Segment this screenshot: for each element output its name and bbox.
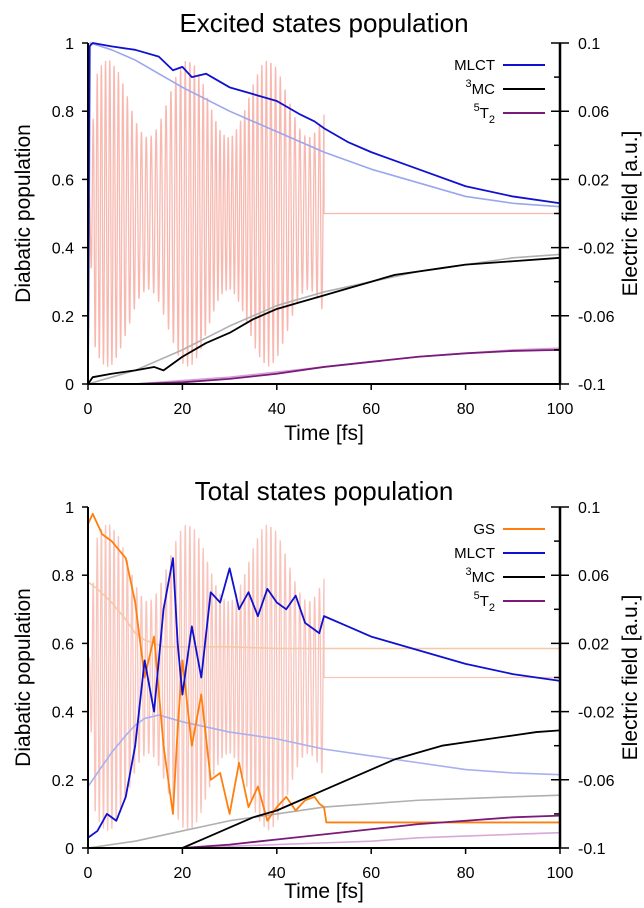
electric-field-line: [87, 60, 560, 367]
y2-tick-label: -0.02: [578, 705, 615, 722]
3mc-series-line: [88, 729, 561, 849]
y-tick-label: 0.2: [52, 773, 74, 790]
y-tick-label: 0: [65, 377, 74, 394]
x-tick-label: 100: [547, 401, 574, 418]
x-tick-label: 40: [268, 401, 286, 418]
x-tick-label: 100: [547, 865, 574, 882]
x-tick-label: 20: [174, 865, 192, 882]
y2-tick-label: 0.1: [578, 500, 600, 517]
y-axis-label: Diabatic population: [12, 588, 35, 767]
y-tick-label: 0: [65, 841, 74, 858]
y2-tick-label: -0.02: [578, 241, 615, 258]
y-tick-label: 0.4: [52, 705, 74, 722]
y2-tick-label: 0.06: [578, 568, 609, 585]
y2-tick-label: 0.06: [578, 104, 609, 121]
mlct-series-line: [87, 42, 561, 385]
mlct-series-line: [87, 557, 561, 839]
y-tick-label: 1: [65, 500, 74, 517]
x-tick-label: 40: [268, 865, 286, 882]
5t2-series-line: [88, 349, 561, 385]
y2-tick-label: -0.1: [578, 841, 606, 858]
chart-title: Excited states population: [179, 8, 468, 38]
y2-axis-label: Electric field [a.u.]: [619, 131, 642, 297]
gs-series-line: [87, 512, 560, 824]
3mc-series-line: [87, 256, 561, 385]
legend-label: MLCT: [454, 545, 495, 562]
y-tick-label: 0.4: [52, 241, 74, 258]
legend-label: MLCT: [454, 57, 495, 74]
x-tick-label: 60: [362, 401, 380, 418]
y-axis-label: Diabatic population: [12, 124, 35, 303]
faint-5-series-line: [87, 714, 561, 788]
y2-tick-label: -0.06: [578, 773, 615, 790]
legend-label: GS: [473, 521, 495, 538]
y2-tick-label: -0.1: [578, 377, 606, 394]
x-axis-label: Time [fs]: [284, 422, 364, 445]
panel-1: 0 20 40 60 80 100 0 0.2 0.4 0.6 0.8 1 -0.1 -0.06 -0.02…: [12, 8, 642, 445]
legend-label: 5T2: [474, 590, 495, 614]
legend-label: 5T2: [474, 102, 495, 126]
x-tick-label: 20: [174, 401, 192, 418]
x-tick-label: 80: [457, 865, 475, 882]
y-tick-label: 0.6: [52, 172, 74, 189]
x-axis-label: Time [fs]: [284, 880, 364, 903]
y-tick-label: 1: [65, 36, 74, 53]
faint-4-series-line: [87, 581, 560, 650]
x-tick-label: 80: [457, 401, 475, 418]
y2-tick-label: 0.1: [578, 36, 600, 53]
y2-axis-label: Electric field [a.u.]: [619, 595, 642, 761]
y2-tick-label: -0.06: [578, 309, 615, 326]
y2-tick-label: 0.02: [578, 636, 609, 653]
5t2-series-line: [88, 814, 561, 849]
y-tick-label: 0.8: [52, 104, 74, 121]
chart-title: Total states population: [195, 476, 454, 506]
faint-3-series-line: [87, 42, 561, 385]
y-tick-label: 0.6: [52, 636, 74, 653]
y-tick-label: 0.2: [52, 309, 74, 326]
x-tick-label: 0: [84, 865, 93, 882]
y-tick-label: 0.8: [52, 568, 74, 585]
legend-label: 3MC: [466, 78, 496, 98]
panel-2: 0 20 40 60 80 100 0 0.2 0.4 0.6 0.8 1 -0.1 -0.06 -0.02…: [12, 476, 642, 903]
y2-tick-label: 0.02: [578, 172, 609, 189]
legend-label: 3MC: [466, 566, 496, 586]
x-tick-label: 0: [84, 401, 93, 418]
x-tick-label: 60: [362, 865, 380, 882]
